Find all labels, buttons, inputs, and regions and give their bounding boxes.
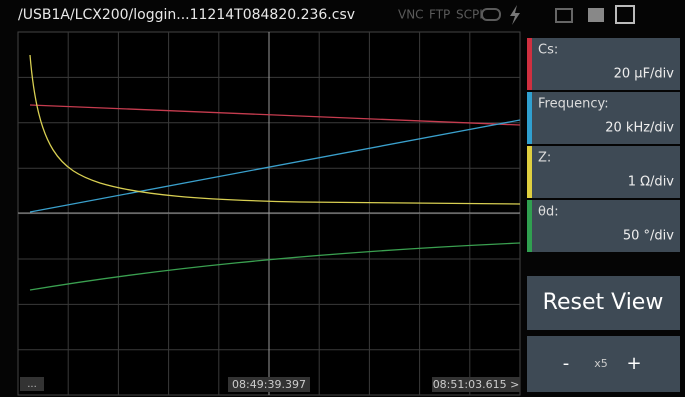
zoom-out[interactable]: - — [563, 353, 570, 374]
trace-panel[interactable] — [527, 200, 680, 252]
trace-color-strip — [527, 38, 532, 90]
end-time-box — [432, 377, 520, 392]
cursor-time: 08:49:39.397 — [232, 378, 306, 391]
trace-color-strip — [527, 146, 532, 198]
trace-color-strip — [527, 92, 532, 144]
trace-label: Frequency: — [538, 97, 609, 112]
status-scpi: SCPI — [456, 8, 483, 22]
status-ftp: FTP — [429, 8, 450, 22]
trace-panel[interactable] — [527, 92, 680, 144]
status-vnc: VNC — [398, 8, 424, 22]
trace-label: Z: — [538, 151, 551, 166]
menu-button[interactable] — [20, 377, 44, 391]
sync-icon — [481, 8, 501, 21]
trace-panel[interactable] — [527, 38, 680, 90]
trace-panel[interactable] — [527, 146, 680, 198]
plot: ... 08:49:39.397 08:51:03.615 > — [17, 31, 521, 396]
trace-panels: Cs: 20 µF/div Frequency: 20 kHz/div Z: 1 Ω/di… — [527, 38, 680, 252]
power-icon — [510, 5, 520, 25]
trace-frequency — [29, 119, 521, 213]
end-time: 08:51:03.615 > — [433, 378, 520, 391]
trace-label: θd: — [538, 205, 559, 220]
trace-cs — [29, 104, 521, 126]
cursor-time-box — [228, 377, 310, 392]
zoom-factor: x5 — [594, 357, 608, 370]
trace-scale: 50 °/div — [623, 229, 674, 244]
reset-button[interactable] — [527, 276, 680, 330]
zoom-control — [527, 336, 680, 392]
menu-label: ... — [27, 379, 37, 390]
zoom-in[interactable]: + — [626, 353, 641, 374]
trace-scale: 1 Ω/div — [628, 175, 675, 190]
trace-scale: 20 kHz/div — [605, 121, 674, 136]
trace-z — [29, 54, 521, 205]
file-path: /USB1A/LCX200/loggin...11214T084820.236.… — [18, 7, 355, 23]
trace-scale: 20 µF/div — [614, 67, 675, 82]
trace-label: Cs: — [538, 43, 558, 58]
memory-icon — [555, 8, 573, 23]
trace-theta — [29, 242, 521, 291]
reset-label: Reset View — [543, 290, 664, 315]
trace-color-strip — [527, 200, 532, 252]
screen-icon — [615, 5, 635, 24]
usb-icon — [588, 8, 604, 22]
